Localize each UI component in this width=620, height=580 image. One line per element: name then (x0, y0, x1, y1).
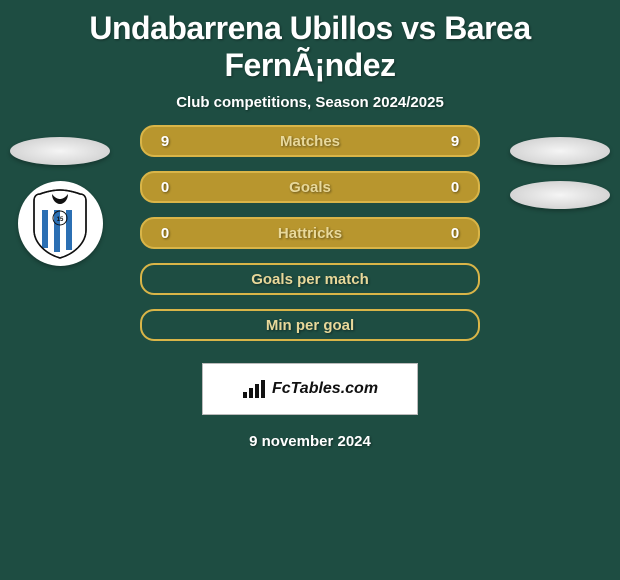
stat-value-left: 0 (156, 179, 174, 196)
comparison-container: 15 9 Matches 9 0 Goals 0 0 Hattricks 0 G… (0, 125, 620, 341)
stat-value-right: 9 (446, 133, 464, 150)
date-text: 9 november 2024 (0, 433, 620, 450)
stat-label: Hattricks (278, 225, 342, 242)
stat-value-left: 9 (156, 133, 174, 150)
stat-row: 9 Matches 9 (140, 125, 480, 157)
club-crest-icon: 15 (32, 188, 88, 260)
page-title: Undabarrena Ubillos vs Barea FernÃ¡ndez (0, 0, 620, 88)
stat-row: Min per goal (140, 309, 480, 341)
stat-row: 0 Goals 0 (140, 171, 480, 203)
season-subtitle: Club competitions, Season 2024/2025 (0, 88, 620, 125)
svg-text:15: 15 (57, 217, 64, 223)
team-badge-left: 15 (18, 181, 103, 266)
stat-label: Min per goal (266, 317, 354, 334)
credit-box: FcTables.com (202, 363, 418, 415)
stat-value-left: 0 (156, 225, 174, 242)
team-photo-placeholder (510, 181, 610, 209)
stat-bars: 9 Matches 9 0 Goals 0 0 Hattricks 0 Goal… (140, 125, 480, 341)
credit-content: FcTables.com (242, 378, 378, 400)
stat-row: 0 Hattricks 0 (140, 217, 480, 249)
bars-logo-icon (242, 378, 268, 400)
stat-label: Goals (289, 179, 331, 196)
player-photo-placeholder (510, 137, 610, 165)
stat-value-right: 0 (446, 225, 464, 242)
stat-label: Matches (280, 133, 340, 150)
left-player-col: 15 (10, 125, 110, 341)
stat-label: Goals per match (251, 271, 369, 288)
stat-row: Goals per match (140, 263, 480, 295)
player-photo-placeholder (10, 137, 110, 165)
stat-value-right: 0 (446, 179, 464, 196)
right-player-col (510, 125, 610, 341)
credit-text: FcTables.com (272, 380, 378, 398)
